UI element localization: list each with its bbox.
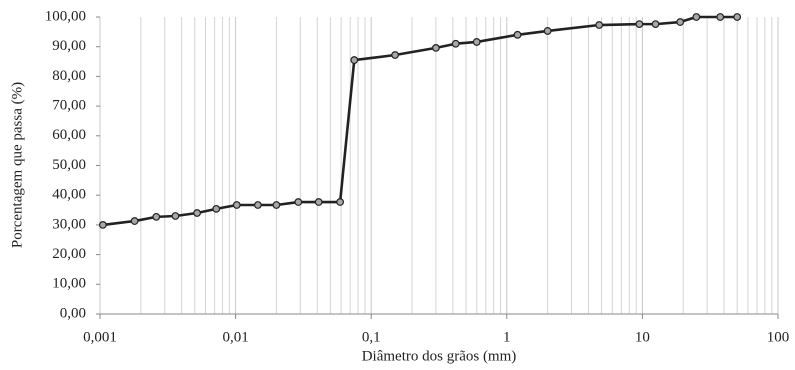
data-point <box>431 43 440 52</box>
y-tick-label: 20,00 <box>52 246 86 262</box>
data-point <box>716 13 725 21</box>
y-tick-label: 0,00 <box>60 305 86 321</box>
data-point <box>212 204 221 213</box>
x-tick-label: 0,01 <box>222 329 248 345</box>
data-point <box>193 209 201 217</box>
y-axis-title: Porcentagem que passa (%) <box>9 82 25 248</box>
data-point <box>171 212 180 220</box>
y-tick-label: 50,00 <box>52 157 86 173</box>
x-tick-label: 0,1 <box>362 329 381 345</box>
y-tick-label: 60,00 <box>52 127 86 143</box>
x-tick-label: 100 <box>767 329 790 345</box>
y-tick-label: 80,00 <box>52 68 86 84</box>
data-point <box>543 27 552 35</box>
data-point <box>253 201 262 209</box>
data-point <box>676 18 685 26</box>
y-tick-label: 100,00 <box>45 8 86 24</box>
x-tick-label: 1 <box>503 329 511 345</box>
data-point <box>391 51 399 59</box>
data-point <box>336 198 345 206</box>
x-tick-label: 10 <box>635 329 650 345</box>
y-tick-label: 10,00 <box>52 276 86 292</box>
data-point <box>692 13 701 21</box>
x-axis-title: Diâmetro dos grãos (mm) <box>362 348 517 364</box>
x-tick-label: 0,001 <box>83 329 117 345</box>
data-point <box>272 201 281 209</box>
y-tick-label: 70,00 <box>52 98 86 114</box>
data-point <box>130 217 139 225</box>
data-point <box>98 220 107 229</box>
data-point <box>513 30 522 39</box>
data-point <box>350 56 359 64</box>
data-point <box>472 38 481 46</box>
y-tick-label: 30,00 <box>52 216 86 232</box>
data-point <box>651 20 660 29</box>
y-tick-label: 90,00 <box>52 38 86 54</box>
data-point <box>451 39 460 48</box>
data-point <box>733 13 742 21</box>
data-point <box>595 21 604 29</box>
data-point <box>314 198 323 206</box>
y-tick-label: 40,00 <box>52 187 86 203</box>
data-point <box>635 20 644 29</box>
data-point <box>232 201 241 209</box>
data-point <box>152 212 161 221</box>
data-point <box>294 198 303 206</box>
